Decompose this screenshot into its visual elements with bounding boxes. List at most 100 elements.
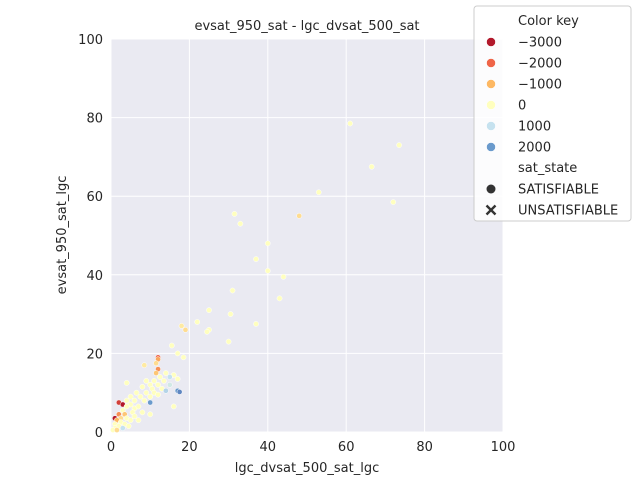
data-point [264,240,271,247]
legend-color-label: −1000 [518,78,562,93]
data-point [227,311,234,317]
x-tick-label: 20 [181,440,198,455]
legend-color-label: 1000 [518,120,551,135]
data-point [161,378,167,384]
data-point [264,268,271,274]
data-point [141,397,148,404]
x-tick-labels: 0 20 40 60 80 100 [107,440,516,455]
data-point [225,338,232,345]
x-tick-label: 40 [260,440,277,455]
data-point [280,273,287,280]
legend-color-swatch [486,100,496,110]
data-point [206,307,212,314]
legend-box [473,5,632,222]
data-point [315,189,322,196]
legend-color-label: −2000 [518,57,562,72]
data-point [123,403,130,410]
legend-color-swatch [486,79,496,89]
legend-color-title: Color key [518,14,579,29]
data-point [174,350,181,357]
data-point [133,389,140,396]
data-point [157,374,163,380]
data-point [170,403,177,410]
plot-area [111,39,503,432]
data-point [155,391,161,398]
y-tick-label: 20 [86,347,103,362]
data-point [180,354,187,361]
data-point [131,397,138,404]
data-point [390,199,397,205]
data-point [135,403,142,410]
data-point [155,381,161,388]
legend-color-label: −3000 [518,36,562,51]
data-point [253,321,259,327]
data-point [168,342,175,349]
data-point [182,326,189,333]
data-point [127,417,134,424]
legend-color-swatch [486,121,496,131]
data-point [119,425,126,431]
y-tick-label: 100 [78,33,103,48]
data-point [127,393,134,400]
data-point [296,213,303,219]
x-axis-label: lgc_dvsat_500_sat_lgc [235,461,379,476]
x-tick-label: 80 [416,440,433,455]
data-point [123,397,130,404]
data-point [194,319,201,325]
data-point [229,287,236,294]
data-point [139,383,146,390]
legend-color-swatch [486,142,496,152]
chart-title: evsat_950_sat - lgc_dvsat_500_sat [194,19,419,34]
data-point [137,393,144,400]
y-tick-label: 60 [86,190,103,205]
legend-marker-label: UNSATISFIABLE [518,204,618,219]
data-point [143,378,150,384]
data-point [143,389,150,396]
y-axis-label: evsat_950_sat_lgc [55,176,70,295]
legend-color-label: 2000 [518,141,551,156]
data-point [396,142,402,148]
data-point [231,211,238,217]
data-point [163,387,169,394]
data-point [153,360,159,367]
data-point [139,409,146,416]
y-tick-label: 80 [86,112,103,127]
data-point [123,380,130,386]
x-tick-label: 60 [338,440,355,455]
y-tick-label: 40 [86,269,103,284]
legend: Color key −3000 −2000 −1000 0 1000 2000 sat_s… [473,5,632,222]
data-point [174,376,181,382]
data-point [147,399,154,406]
data-point [135,417,142,424]
data-point [147,393,154,400]
legend-marker-label: SATISFIABLE [518,183,599,198]
data-point [176,389,183,395]
data-point [153,370,159,376]
legend-circle-marker [486,184,496,194]
data-point [147,411,154,418]
data-point [368,163,375,170]
data-points [110,120,402,433]
y-tick-label: 0 [95,426,103,441]
data-point [125,423,132,429]
data-point [131,413,138,420]
legend-marker-title: sat_state [518,161,577,176]
data-point [166,381,173,388]
x-tick-label: 0 [107,440,115,455]
data-point [204,328,210,335]
data-point [276,295,283,302]
data-point [237,220,244,227]
x-tick-label: 100 [491,440,516,455]
legend-color-label: 0 [518,99,526,114]
legend-color-swatch [486,58,496,68]
data-point [166,374,173,380]
legend-color-swatch [486,37,496,47]
y-tick-labels: 0 20 40 60 80 100 [78,33,103,441]
legend-x-marker [485,204,497,216]
data-point [141,362,148,369]
data-point [151,378,157,384]
data-point [163,370,169,376]
data-point [114,427,120,433]
data-point [253,256,259,262]
